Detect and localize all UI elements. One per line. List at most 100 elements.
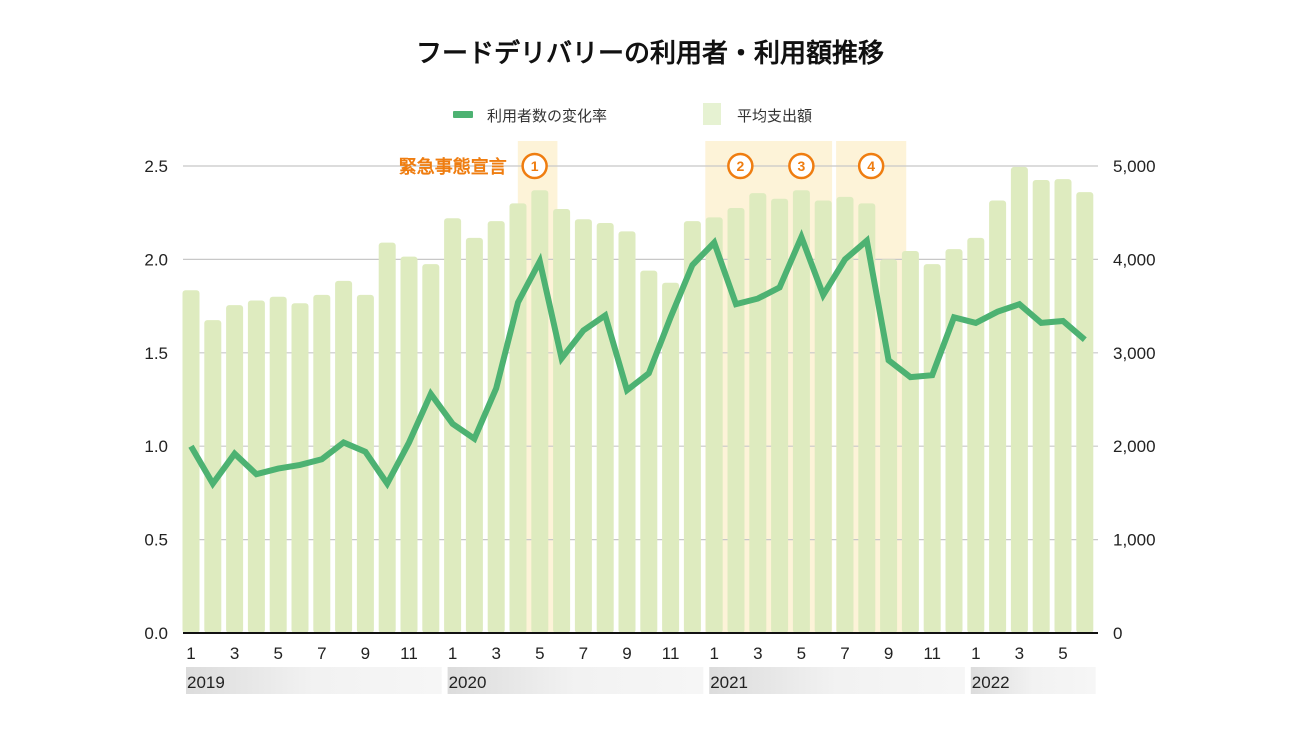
bar <box>858 203 876 634</box>
emergency-annotations: 緊急事態宣言 1 2 3 4 <box>399 152 885 180</box>
left-axis-ticks: 0.0 0.5 1.0 1.5 2.0 2.5 <box>144 157 168 643</box>
bar <box>182 290 200 633</box>
bar <box>247 300 265 633</box>
line-series <box>188 228 1087 490</box>
legend-label-spending: 平均支出額 <box>737 107 812 125</box>
bar <box>269 296 287 633</box>
right-axis-ticks: 0 1,000 2,000 3,000 4,000 5,000 <box>1113 157 1156 643</box>
month-tick-label: 3 <box>491 644 500 663</box>
right-tick-label: 5,000 <box>1113 157 1156 176</box>
bar <box>335 280 353 633</box>
bar <box>640 270 658 633</box>
month-ticks: 1 3 5 7 9 11 1 3 5 7 9 11 1 3 5 7 9 11 1 3 5 <box>186 644 1067 663</box>
month-tick-label: 1 <box>186 644 195 663</box>
emergency-badge-number: 1 <box>531 158 539 174</box>
chart-title: フードデリバリーの利用者・利用額推移 <box>416 38 884 69</box>
right-tick-label: 0 <box>1113 624 1122 643</box>
emergency-badge-number: 3 <box>798 158 806 174</box>
bar <box>967 237 985 633</box>
bar <box>291 303 309 633</box>
bar <box>989 200 1007 634</box>
year-label: 2021 <box>710 673 748 692</box>
bar <box>836 196 854 633</box>
legend-bar-swatch <box>703 103 721 125</box>
bar <box>1054 179 1072 634</box>
right-tick-label: 2,000 <box>1113 437 1156 456</box>
month-tick-label: 3 <box>753 644 762 663</box>
month-tick-label: 1 <box>448 644 457 663</box>
month-tick-label: 9 <box>361 644 370 663</box>
bar <box>1032 180 1050 633</box>
emergency-badge-number: 4 <box>867 158 875 174</box>
bar <box>356 294 374 633</box>
bar <box>531 190 549 633</box>
legend-label-users: 利用者数の変化率 <box>487 107 607 125</box>
month-tick-label: 9 <box>622 644 631 663</box>
bar <box>596 222 614 633</box>
emergency-badge-circle <box>788 152 815 180</box>
bar <box>901 250 919 633</box>
month-tick-label: 11 <box>662 644 680 663</box>
emergency-badge-circle <box>521 152 548 180</box>
emergency-declaration-label: 緊急事態宣言 <box>399 156 507 178</box>
right-tick-label: 1,000 <box>1113 531 1156 550</box>
bar <box>422 264 440 633</box>
month-tick-label: 5 <box>797 644 806 663</box>
month-tick-label: 7 <box>317 644 326 663</box>
left-tick-label: 0.5 <box>144 531 168 550</box>
bar <box>487 221 505 633</box>
right-tick-label: 4,000 <box>1113 250 1156 269</box>
month-tick-label: 5 <box>273 644 282 663</box>
month-tick-label: 5 <box>1058 644 1067 663</box>
emergency-badge-number: 2 <box>736 158 744 174</box>
month-tick-label: 1 <box>971 644 980 663</box>
bar <box>313 294 331 633</box>
left-tick-label: 1.5 <box>144 344 168 363</box>
month-tick-label: 1 <box>709 644 718 663</box>
month-tick-label: 11 <box>400 644 418 663</box>
emergency-badge-circle <box>727 152 754 180</box>
bar <box>705 217 723 633</box>
left-tick-label: 2.5 <box>144 157 168 176</box>
bar <box>662 282 680 633</box>
bar <box>204 320 222 633</box>
month-tick-label: 11 <box>923 644 941 663</box>
bar <box>923 264 941 633</box>
left-tick-label: 0.0 <box>144 624 168 643</box>
bar <box>1010 166 1028 633</box>
bar <box>683 221 701 633</box>
legend: 利用者数の変化率 平均支出額 <box>453 103 812 125</box>
month-tick-label: 3 <box>1015 644 1024 663</box>
bar <box>574 219 592 633</box>
left-tick-label: 1.0 <box>144 437 168 456</box>
year-label: 2019 <box>187 673 225 692</box>
month-tick-label: 9 <box>884 644 893 663</box>
bar <box>814 200 832 634</box>
year-band <box>709 667 965 694</box>
bar <box>727 208 745 633</box>
bar <box>792 190 810 633</box>
year-band <box>447 667 704 694</box>
bar <box>378 242 396 633</box>
year-bands: 2019 2020 2021 2022 <box>186 667 1096 694</box>
right-tick-label: 3,000 <box>1113 344 1156 363</box>
emergency-badge-circle <box>857 152 885 180</box>
bar <box>1076 192 1094 634</box>
bar <box>945 249 963 633</box>
year-band <box>186 667 442 694</box>
bar <box>226 305 244 633</box>
year-label: 2022 <box>972 673 1010 692</box>
bar <box>771 198 789 633</box>
month-tick-label: 3 <box>230 644 239 663</box>
year-band <box>970 667 1096 694</box>
month-tick-label: 7 <box>840 644 849 663</box>
bar <box>618 231 636 633</box>
month-tick-label: 7 <box>579 644 588 663</box>
bar <box>749 193 767 633</box>
left-tick-label: 2.0 <box>144 250 168 269</box>
month-tick-label: 5 <box>535 644 544 663</box>
year-label: 2020 <box>449 673 487 692</box>
bar <box>553 208 571 634</box>
bar-series <box>182 166 1094 634</box>
